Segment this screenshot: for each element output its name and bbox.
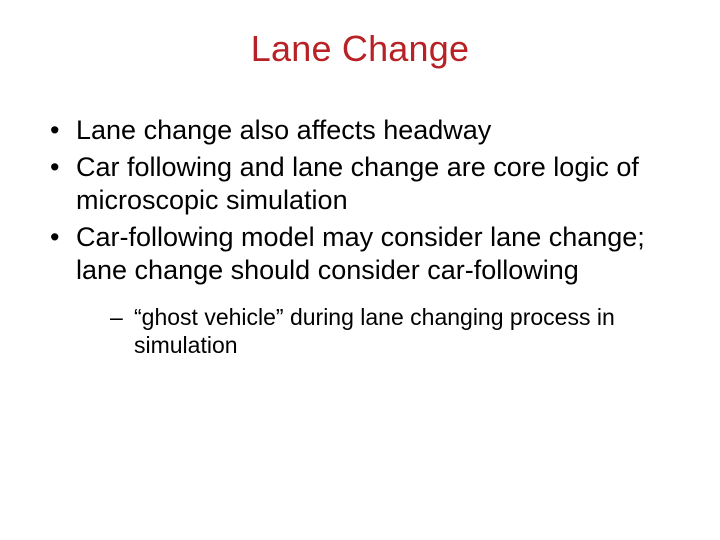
bullet-list: Lane change also affects headway Car fol… [38, 114, 682, 360]
bullet-text: Lane change also affects headway [76, 115, 491, 145]
sub-bullet-text: “ghost vehicle” during lane changing pro… [134, 304, 615, 359]
sub-bullet-item: “ghost vehicle” during lane changing pro… [110, 303, 682, 360]
sub-bullet-list: “ghost vehicle” during lane changing pro… [76, 303, 682, 360]
bullet-item: Car-following model may consider lane ch… [48, 221, 682, 360]
slide-title: Lane Change [38, 28, 682, 70]
bullet-item: Car following and lane change are core l… [48, 151, 682, 217]
bullet-item: Lane change also affects headway [48, 114, 682, 147]
bullet-text: Car following and lane change are core l… [76, 152, 639, 215]
bullet-text: Car-following model may consider lane ch… [76, 222, 645, 285]
slide: Lane Change Lane change also affects hea… [0, 0, 720, 540]
